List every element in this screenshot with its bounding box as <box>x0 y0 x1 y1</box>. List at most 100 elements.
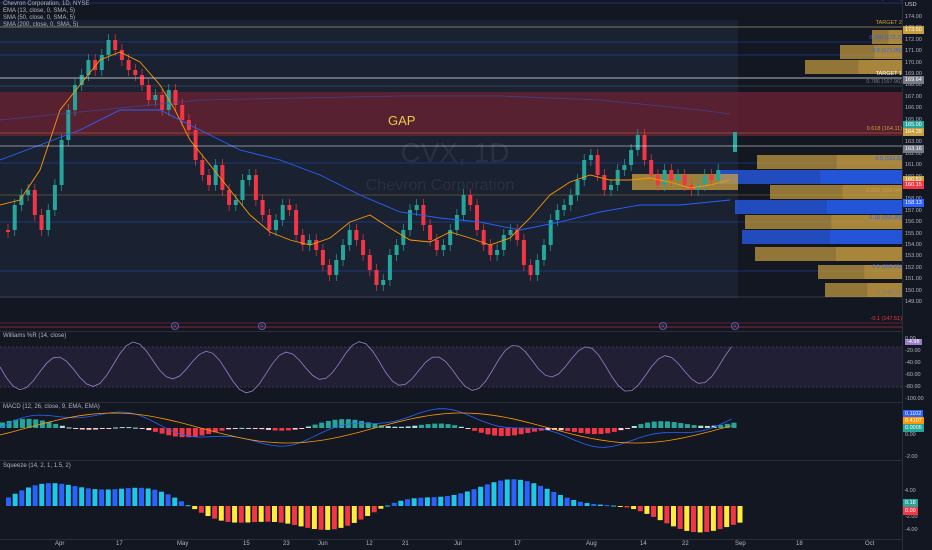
price-tag: 160.52 <box>903 176 924 184</box>
macd-histogram-bar <box>392 426 398 428</box>
candle-body <box>387 255 392 280</box>
axis-tick-label: -80.00 <box>905 384 921 390</box>
squeeze-bar <box>544 488 550 506</box>
volume-profile-bar <box>872 30 902 44</box>
squeeze-bar <box>411 498 417 506</box>
event-earnings-icon[interactable]: D <box>659 322 667 330</box>
time-axis-label: 22 <box>682 541 689 547</box>
squeeze-bar <box>165 494 171 506</box>
price-tick-label: 172.00 <box>905 36 922 43</box>
price-tick-label: 151.00 <box>905 276 922 283</box>
axis-tick-label: -40.00 <box>905 360 921 366</box>
volume-profile-bar <box>842 185 902 199</box>
squeeze-bar <box>644 506 650 514</box>
watermark-symbol: CVX, 1D <box>401 137 510 168</box>
macd-value-tag: 0.4107 <box>903 417 924 425</box>
chart-title: Chevron Corporation, 1D, NYSE <box>3 1 90 7</box>
squeeze-bar <box>564 497 570 506</box>
macd-histogram-bar <box>704 425 710 428</box>
candle-body <box>314 240 319 250</box>
candle-body <box>26 190 31 195</box>
fib-level-label: 1 (173.19) <box>860 0 902 2</box>
candle-body <box>495 250 500 255</box>
candle-body <box>468 195 473 205</box>
macd-histogram-bar <box>405 426 411 428</box>
squeeze-bar <box>245 506 251 523</box>
macd-histogram-bar <box>332 419 338 428</box>
macd-histogram-bar <box>26 418 32 428</box>
time-axis-label: 21 <box>402 541 409 547</box>
squeeze-bar <box>531 483 537 506</box>
candle-body <box>79 75 84 85</box>
squeeze-bar <box>677 506 683 529</box>
macd-histogram-bar <box>731 422 737 428</box>
indicator-ema[interactable]: EMA (13, close, 0, SMA, 5) <box>3 8 76 14</box>
axis-tick-label: 4.00 <box>905 488 916 494</box>
time-axis-label: 17 <box>116 541 123 547</box>
squeeze-bar <box>119 488 125 506</box>
macd-histogram-bar <box>665 421 670 428</box>
candle-body <box>374 270 379 285</box>
axis-tick-label: 0.00 <box>905 432 916 438</box>
squeeze-bar <box>252 506 258 523</box>
gap-zone <box>0 92 902 136</box>
candle-body <box>160 95 165 110</box>
macd-histogram-bar <box>718 424 724 428</box>
candle-body <box>327 265 332 275</box>
candle-body <box>52 185 57 210</box>
squeeze-bar <box>72 486 78 506</box>
squeeze-bar <box>391 502 397 506</box>
candle-body <box>662 170 667 185</box>
candle-body <box>32 190 37 215</box>
macd-histogram-bar <box>591 428 597 435</box>
squeeze-pane[interactable] <box>0 461 902 539</box>
time-axis-label: Jun <box>318 541 328 547</box>
macd-histogram-bar <box>445 424 451 428</box>
macd-histogram-bar <box>166 428 172 436</box>
squeeze-bar <box>737 506 743 523</box>
macd-histogram-bar <box>345 419 351 428</box>
macd-histogram-bar <box>259 428 265 430</box>
candle-body <box>649 160 654 175</box>
event-dividend-icon[interactable]: D <box>731 322 739 330</box>
sma-200-line <box>0 95 731 121</box>
squeeze-bar <box>92 489 98 506</box>
williams-r-pane[interactable] <box>0 332 902 402</box>
macd-histogram-bar <box>66 427 72 429</box>
candle-body <box>508 230 513 235</box>
macd-histogram-bar <box>272 428 278 431</box>
macd-histogram-bar <box>325 420 331 428</box>
macd-histogram-bar <box>212 428 218 433</box>
squeeze-bar <box>624 506 630 508</box>
indicator-sma-50[interactable]: SMA (50, close, 0, SMA, 5) <box>3 15 76 21</box>
macd-pane[interactable] <box>0 403 902 459</box>
squeeze-bar <box>405 499 410 506</box>
candle-body <box>287 205 292 210</box>
candle-body <box>240 180 245 200</box>
price-tag: 160.15 <box>903 181 924 189</box>
squeeze-bar <box>730 506 736 525</box>
squeeze-bar <box>6 497 11 506</box>
squeeze-bar <box>99 489 105 506</box>
macd-histogram-bar <box>684 424 690 428</box>
time-axis-label: Sep <box>735 541 746 547</box>
squeeze-bar <box>59 483 65 506</box>
macd-histogram-bar <box>638 424 644 428</box>
squeeze-bar <box>684 506 690 531</box>
event-earnings-icon[interactable]: D <box>258 322 266 330</box>
squeeze-bar <box>198 506 204 513</box>
price-tick-label: 165.00 <box>905 116 922 123</box>
price-axis[interactable] <box>902 0 932 550</box>
indicator-sma-200[interactable]: SMA (200, close, 0, SMA, 5) <box>3 22 79 28</box>
squeeze-bar <box>444 496 450 506</box>
price-chart[interactable]: CVX, 1D Chevron Corporation GAP <box>0 0 902 330</box>
macd-histogram-bar <box>631 425 637 428</box>
squeeze-bar <box>39 483 45 506</box>
candle-body <box>629 150 634 165</box>
squeeze-bar <box>611 505 617 507</box>
squeeze-bar <box>651 506 657 517</box>
macd-histogram-bar <box>565 428 571 432</box>
macd-histogram-bar <box>206 428 212 434</box>
event-dividend-icon[interactable]: D <box>171 322 179 330</box>
squeeze-bar <box>664 506 670 524</box>
